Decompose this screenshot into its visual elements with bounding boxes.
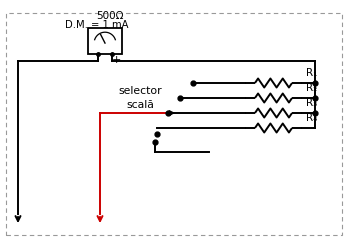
Text: R₄: R₄ xyxy=(306,113,317,123)
Text: +: + xyxy=(112,55,121,65)
Bar xyxy=(88,28,122,54)
Text: selector
scală: selector scală xyxy=(118,87,162,110)
Text: -: - xyxy=(93,55,96,65)
Text: R₂: R₂ xyxy=(306,83,317,93)
Text: R₃: R₃ xyxy=(306,98,317,108)
Text: R₁: R₁ xyxy=(306,68,317,78)
Text: D.M. = 1 mA: D.M. = 1 mA xyxy=(65,20,129,30)
Text: 500Ω: 500Ω xyxy=(96,11,124,21)
